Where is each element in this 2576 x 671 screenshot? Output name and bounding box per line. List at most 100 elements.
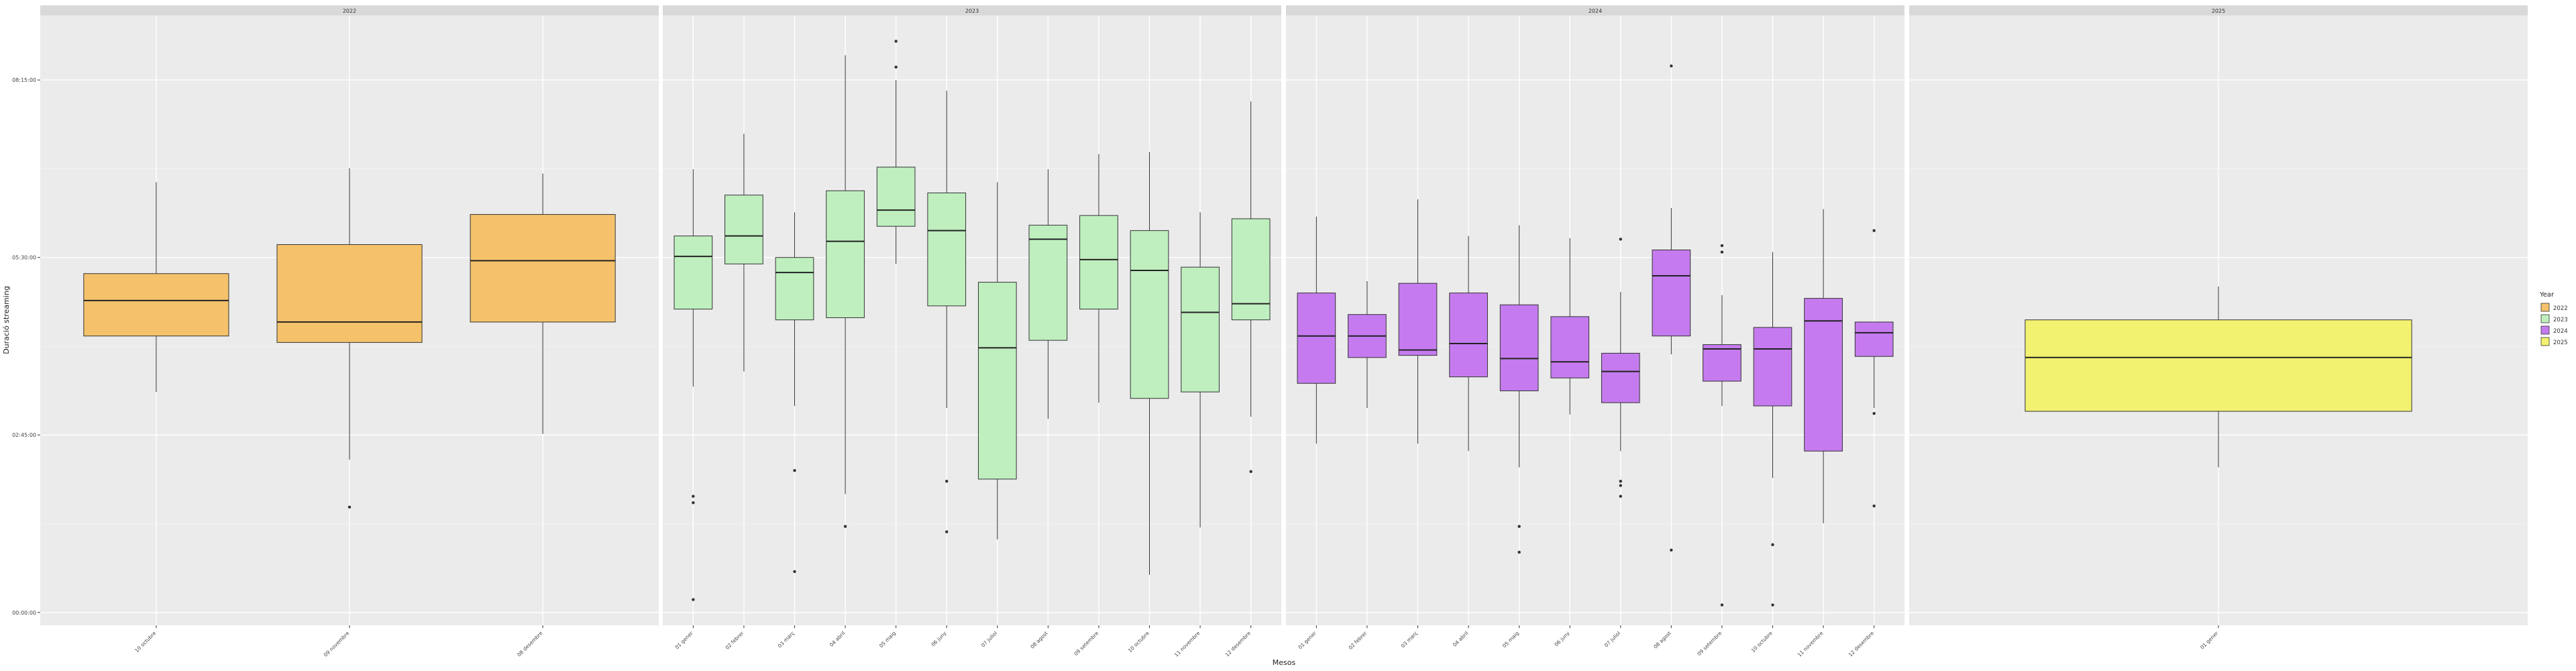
box <box>977 282 1017 480</box>
box-group <box>2025 287 2412 468</box>
x-axis-title: Mesos <box>1273 658 1296 667</box>
outlier-point <box>793 570 796 574</box>
box <box>1398 282 1438 356</box>
outlier-point <box>894 40 898 43</box>
x-tick-label: 07 juliol <box>1603 630 1621 648</box>
facet-strip-label: 2023 <box>965 8 979 14</box>
box <box>1231 218 1271 321</box>
outlier-point <box>945 530 949 533</box>
box <box>826 190 865 318</box>
y-axis: 00:00:00 02:45:00 05:30:00 08:15:00 <box>12 77 40 616</box>
facet-strip <box>1286 5 1904 15</box>
box-group <box>1348 280 1387 409</box>
box <box>1854 321 1894 357</box>
outlier-point <box>1249 470 1252 473</box>
box <box>2025 319 2412 412</box>
x-tick-label: 08 agost <box>1652 630 1672 650</box>
x-tick-label: 11 novembre <box>1796 630 1825 658</box>
outlier-point <box>894 65 898 69</box>
panels-layer: 2022 10 octubre 09 novembre 08 desembre 2023… <box>40 5 2528 658</box>
box <box>1297 293 1336 384</box>
x-tick-label: 06 juny <box>930 630 948 648</box>
box-group <box>1028 169 1068 419</box>
box <box>1703 344 1741 382</box>
x-tick-label: 05 maig <box>878 630 897 649</box>
box <box>1652 249 1691 337</box>
legend-key-2025 <box>2540 337 2550 346</box>
x-tick-label: 10 octubre <box>1750 630 1774 654</box>
outlier-point <box>1720 603 1724 607</box>
x-tick-label: 04 abril <box>828 630 847 648</box>
facet-panel-2022: 2022 10 octubre 09 novembre 08 desembre <box>40 5 659 658</box>
facet-panel-2025: 2025 01 gener <box>1909 5 2528 650</box>
y-tick-label: 02:45:00 <box>12 432 36 438</box>
outlier-point <box>1720 244 1724 248</box>
x-tick-label: 12 desembre <box>1847 630 1876 658</box>
box-group <box>775 212 814 574</box>
box-group <box>1804 209 1843 523</box>
facet-strip-label: 2022 <box>343 8 356 14</box>
facet-strip <box>40 5 659 15</box>
box-group <box>826 55 865 528</box>
y-tick-label: 00:00:00 <box>12 610 36 616</box>
x-tick-label: 05 maig <box>1501 630 1520 649</box>
legend-label: 2023 <box>2553 317 2568 323</box>
outlier-point <box>1670 64 1673 68</box>
box-group <box>927 91 967 533</box>
box-group <box>977 182 1017 539</box>
box-group <box>470 173 616 434</box>
outlier-point <box>1619 495 1622 498</box>
x-tick-label: 01 gener <box>1297 629 1318 650</box>
outlier-point <box>1872 411 1876 415</box>
box <box>1601 352 1640 403</box>
box-group <box>876 40 916 264</box>
x-tick-label: 02 febrer <box>724 629 745 650</box>
facet-strip-label: 2025 <box>2212 8 2225 14</box>
facet-strip-label: 2024 <box>1589 8 1602 14</box>
outlier-point <box>1619 238 1622 241</box>
outlier-point <box>347 505 352 509</box>
box-group <box>83 182 229 393</box>
legend-label: 2024 <box>2553 328 2568 335</box>
box <box>1550 316 1590 378</box>
y-tick-label: 08:15:00 <box>12 77 36 83</box>
x-tick-label: 07 juliol <box>980 630 998 648</box>
x-tick-label: 03 març <box>1400 630 1419 649</box>
x-tick-label: 04 abril <box>1452 630 1470 648</box>
x-tick-label: 09 setembre <box>1696 630 1723 657</box>
box <box>724 195 763 264</box>
box <box>775 257 814 321</box>
x-tick-label: 03 març <box>777 630 796 649</box>
box <box>1804 298 1843 452</box>
box-group <box>1231 101 1271 473</box>
box-group <box>1601 238 1640 498</box>
x-tick-label: 06 juny <box>1553 630 1571 648</box>
box-group <box>1079 154 1118 403</box>
box-group <box>674 169 713 601</box>
x-tick-label: 02 febrer <box>1348 629 1368 650</box>
outlier-point <box>1872 229 1876 232</box>
box-group <box>1854 229 1894 508</box>
legend-key-2023 <box>2540 314 2550 323</box>
x-tick-label: 10 octubre <box>1127 630 1150 654</box>
box-group <box>1753 252 1792 607</box>
legend-key-2022 <box>2540 303 2550 312</box>
outlier-point <box>692 495 695 498</box>
facet-strip <box>1909 5 2528 15</box>
legend-label: 2022 <box>2553 305 2568 312</box>
box <box>83 273 229 337</box>
outlier-point <box>692 501 695 505</box>
box <box>276 244 423 343</box>
box <box>1181 266 1220 393</box>
y-axis-title: Duració streaming <box>2 286 11 354</box>
x-tick-label: 12 desembre <box>1224 630 1252 658</box>
legend-title: Year <box>2539 291 2555 299</box>
box <box>1130 230 1169 399</box>
x-tick-label: 10 octubre <box>133 630 157 654</box>
facet-panel-2024: 2024 01 gener 02 febrer 03 març 04 abril 05 m… <box>1286 5 1904 658</box>
box <box>1079 215 1118 310</box>
box-group <box>1703 244 1741 607</box>
outlier-point <box>1517 525 1521 528</box>
box-group <box>1550 238 1590 415</box>
